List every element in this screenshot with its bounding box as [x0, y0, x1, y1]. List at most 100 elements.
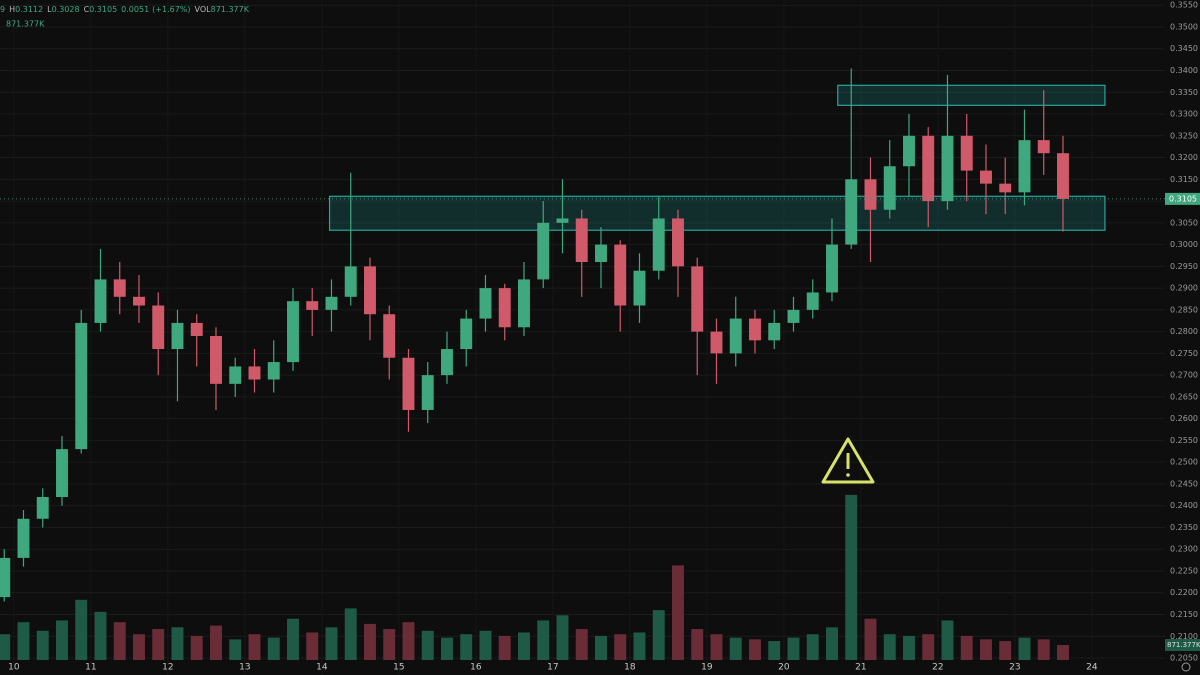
candle-body: [1037, 140, 1050, 154]
volume-bar: [903, 635, 915, 660]
volume-bar: [556, 615, 569, 660]
volume-bar: [287, 618, 299, 660]
volume-bar: [980, 639, 992, 660]
candle-body: [133, 296, 145, 306]
y-tick-label: 0.2400: [1170, 501, 1198, 510]
candle-body: [1018, 140, 1031, 193]
candle-body: [787, 309, 800, 323]
y-tick-label: 0.3050: [1170, 218, 1198, 227]
warning-triangle: [821, 437, 875, 484]
y-tick-label: 0.3500: [1170, 22, 1198, 31]
candle-body: [980, 170, 992, 184]
volume-bar: [441, 637, 453, 660]
volume-bar: [826, 627, 838, 660]
y-tick-label: 0.3450: [1170, 44, 1198, 53]
last-volume-tag: [1165, 639, 1200, 652]
candle-body: [171, 322, 184, 350]
candle-body: [287, 301, 299, 363]
volume-bar: [113, 622, 126, 660]
last-volume-label: 871.377K: [1167, 641, 1200, 649]
x-tick-label: 12: [162, 663, 173, 673]
candle-body: [960, 135, 973, 171]
candle-body: [113, 279, 126, 297]
candle-body: [36, 497, 49, 519]
overlay: 10 11 12 13 14 15 16 17 18 19 20 21 22 23 24: [0, 198, 1165, 673]
candle-body: [0, 557, 11, 598]
grid: [0, 4, 1165, 659]
volume-bar: [344, 608, 357, 660]
y-tick-label: 0.2600: [1170, 414, 1198, 423]
volume-bar: [210, 625, 222, 660]
volume-bar: [229, 639, 242, 660]
volume-bar: [806, 634, 819, 660]
volume-bar: [883, 634, 896, 660]
volume-bar: [498, 635, 511, 660]
candle-body: [229, 366, 242, 384]
zones: [328, 84, 1106, 231]
candle-body: [190, 322, 203, 336]
price-axis-bg: [1165, 0, 1200, 675]
candle-body: [768, 322, 781, 341]
candle-body: [845, 179, 858, 245]
y-tick-label: 0.2450: [1170, 479, 1198, 488]
y-tick-label: 0.3150: [1170, 175, 1198, 184]
zone: [328, 195, 1106, 231]
x-tick-label: 16: [470, 663, 482, 673]
volume-bar: [691, 629, 704, 660]
legend-label: C: [84, 5, 90, 14]
candle-body: [595, 244, 607, 262]
y-tick-label: 0.2550: [1170, 436, 1198, 445]
candle-body: [344, 266, 357, 297]
volume-bar: [17, 622, 30, 660]
candle-body: [518, 279, 530, 328]
x-tick-label: 13: [239, 663, 250, 673]
candle-body: [441, 349, 453, 376]
volume-bar: [575, 629, 588, 660]
zone: [837, 84, 1106, 106]
candle-body: [864, 179, 877, 210]
legend-change-pct: (+1.67%): [152, 5, 190, 14]
candle-body: [17, 518, 30, 558]
volume-bar: [479, 630, 492, 660]
volume-bar: [845, 494, 858, 660]
candle-body: [1057, 153, 1069, 199]
legend-value: 871.377K: [211, 5, 250, 14]
legend-line: 9 H0.3112 L0.3028 C0.3105 0.0051 (+1.67%) VOL8…: [0, 5, 250, 14]
candle-body: [402, 357, 415, 410]
volume-bar: [248, 634, 261, 660]
legend-value: 0.3028: [52, 5, 80, 14]
y-tick-label: 0.2950: [1170, 262, 1198, 271]
volume-bar: [749, 639, 761, 660]
volume-bar: [460, 634, 473, 660]
last-price-label: 0.3105: [1169, 194, 1197, 203]
candle-body: [749, 318, 761, 341]
legend-open: 9: [0, 5, 5, 14]
volume-bar: [152, 629, 165, 660]
x-tick-label: 19: [701, 663, 713, 673]
candle-body: [421, 375, 434, 410]
y-tick-label: 0.2700: [1170, 371, 1198, 380]
candle-body: [460, 318, 473, 350]
y-tick-label: 0.2150: [1170, 610, 1198, 619]
volume-bar: [190, 635, 203, 660]
x-tick-label: 18: [624, 663, 636, 673]
volume-bar: [1037, 639, 1050, 660]
volume-bar: [787, 637, 800, 660]
candle-body: [883, 166, 896, 210]
volume-bar: [36, 630, 49, 660]
settings-icon[interactable]: [1181, 662, 1191, 672]
volume-bar: [710, 634, 723, 660]
x-tick-label: 14: [316, 663, 328, 673]
x-tick-label: 21: [855, 663, 866, 673]
volume-bar: [1057, 645, 1069, 660]
y-tick-label: 0.3300: [1170, 110, 1198, 119]
candle-body: [248, 366, 261, 380]
y-tick-label: 0.3550: [1170, 1, 1198, 10]
volume-bar: [614, 634, 627, 660]
candle-body: [152, 305, 165, 350]
volume-bar: [922, 634, 935, 660]
y-tick-label: 0.3400: [1170, 66, 1198, 75]
candle-body: [306, 301, 319, 310]
volume-bar: [133, 634, 145, 660]
